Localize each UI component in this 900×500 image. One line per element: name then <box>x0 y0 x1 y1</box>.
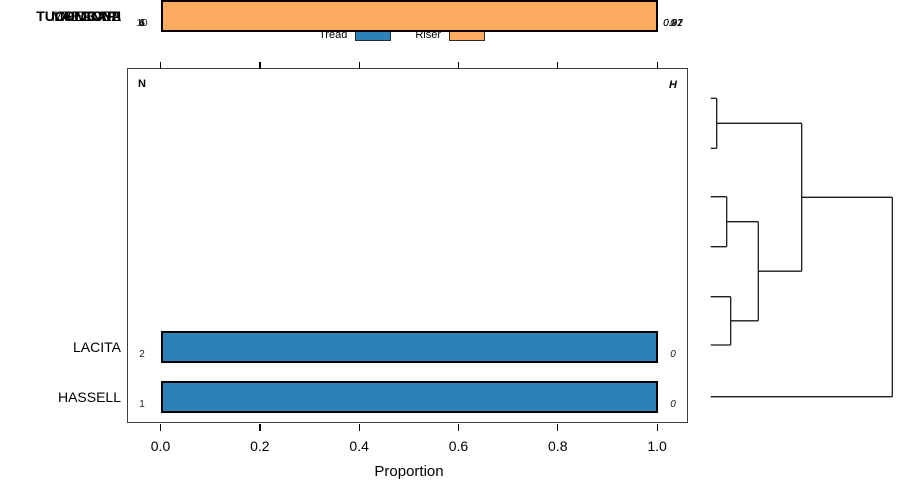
n-value: 2 <box>139 349 145 360</box>
riser-segment <box>163 2 656 30</box>
tread-segment <box>163 383 656 411</box>
category-label: REDONA <box>61 8 121 24</box>
axis-tick-mark <box>159 424 162 431</box>
x-tick-label: 1.0 <box>647 438 667 454</box>
h-value: 0 <box>670 18 676 29</box>
h-value: 0.81 <box>663 18 683 29</box>
category-label: LA LANDE <box>54 8 121 24</box>
legend: Tread Riser <box>319 27 485 43</box>
x-axis-title: Proportion <box>374 463 444 480</box>
axis-tick-mark <box>656 424 658 431</box>
legend-label-tread: Tread <box>319 29 348 41</box>
h-value: 0.97 <box>663 18 683 29</box>
category-label: HASSELL <box>57 389 121 405</box>
axis-tick-mark <box>259 61 261 69</box>
h-value: 0 <box>670 349 676 360</box>
n-value: 6 <box>139 18 145 29</box>
x-tick-label: 0.8 <box>548 438 568 454</box>
x-tick-label: 0.0 <box>150 438 171 454</box>
bar-row: LACITA 2 0 <box>0 331 900 363</box>
n-value: 1 <box>139 399 145 410</box>
axis-tick-mark <box>656 61 658 69</box>
axis-tick-mark <box>557 61 559 69</box>
h-value: 0.92 <box>663 18 683 29</box>
n-value: 6 <box>139 18 145 29</box>
bar-row: HASSELL 1 0 <box>0 381 900 413</box>
tread-segment <box>163 333 656 361</box>
bar-row: TUCUMCARI 1 0 <box>0 0 900 32</box>
x-tick-label: 0.2 <box>250 438 270 454</box>
n-column-header: N <box>138 78 146 90</box>
axis-tick-mark <box>457 424 460 431</box>
n-value: 1 <box>139 18 145 29</box>
category-label: TUCUMCARI <box>36 8 121 24</box>
category-label: LACITA <box>73 339 121 355</box>
axis-tick-mark <box>358 61 360 69</box>
stacked-bar <box>161 331 658 363</box>
stacked-bar <box>161 0 658 32</box>
axis-tick-mark <box>358 424 360 431</box>
axis-tick-mark <box>557 424 559 431</box>
axis-tick-mark <box>159 61 162 69</box>
n-value: 10 <box>136 18 148 29</box>
category-label: MONTOYA <box>51 8 122 24</box>
n-value: 4 <box>139 18 145 29</box>
legend-label-riser: Riser <box>415 29 441 41</box>
category-label: REEVES <box>64 8 121 24</box>
h-value: 1 <box>670 18 676 29</box>
axis-tick-mark <box>457 61 460 69</box>
plot-panel-border <box>127 68 688 423</box>
h-column-header: H <box>669 79 677 91</box>
stacked-bar <box>161 381 658 413</box>
axis-tick-mark <box>259 424 261 431</box>
x-tick-label: 0.4 <box>349 438 369 454</box>
h-value: 0 <box>670 399 676 410</box>
x-tick-label: 0.6 <box>448 438 469 454</box>
